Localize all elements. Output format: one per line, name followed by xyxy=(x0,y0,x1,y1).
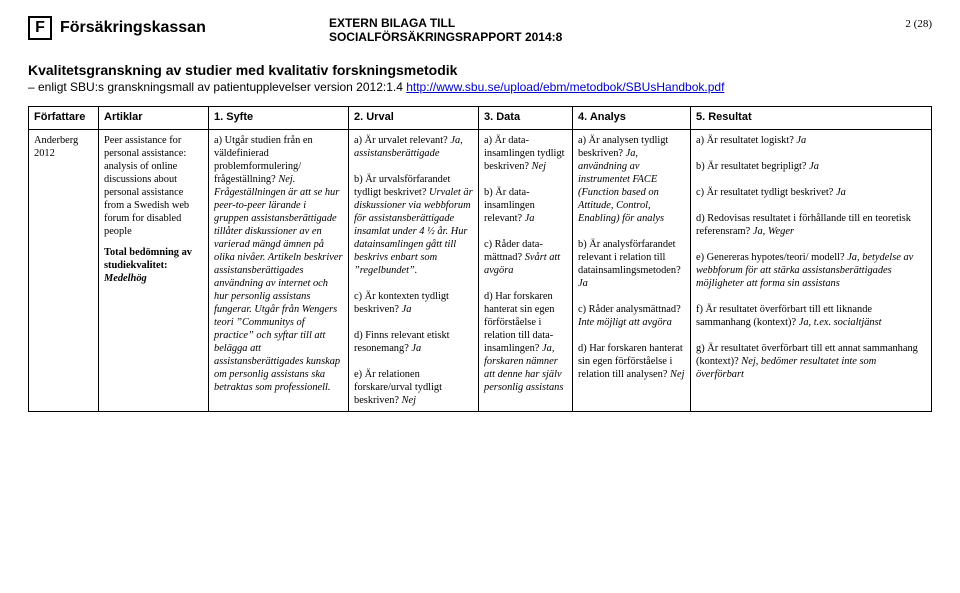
evaluation-table: Författare Artiklar 1. Syfte 2. Urval 3.… xyxy=(28,106,932,412)
article-title: Peer assistance for personal assistance:… xyxy=(104,134,203,238)
page-subtitle: – enligt SBU:s granskningsmall av patien… xyxy=(28,80,932,94)
cell-analys: a) Är analysen tydligt beskriven? Ja, an… xyxy=(573,129,691,411)
document-header: EXTERN BILAGA TILL SOCIALFÖRSÄKRINGSRAPP… xyxy=(329,16,562,44)
cell-data: a) Är data­insamlingen tydligt beskriven… xyxy=(479,129,573,411)
page-number: 2 (28) xyxy=(905,18,932,30)
quality-value: Medelhög xyxy=(104,273,147,284)
col-article: Artiklar xyxy=(99,107,209,130)
col-syfte: 1. Syfte xyxy=(209,107,349,130)
logo-text: Försäkringskassan xyxy=(60,19,206,37)
col-resultat: 5. Resultat xyxy=(691,107,932,130)
cell-syfte: a) Utgår studien från en väldefinierad p… xyxy=(209,129,349,411)
cell-author: Anderberg 2012 xyxy=(29,129,99,411)
col-urval: 2. Urval xyxy=(349,107,479,130)
handbook-link[interactable]: http://www.sbu.se/upload/ebm/metodbok/SB… xyxy=(406,80,724,94)
cell-article: Peer assistance for personal assistance:… xyxy=(99,129,209,411)
table-row: Anderberg 2012 Peer assistance for perso… xyxy=(29,129,932,411)
page: F Försäkringskassan EXTERN BILAGA TILL S… xyxy=(0,0,960,593)
col-author: Författare xyxy=(29,107,99,130)
col-analys: 4. Analys xyxy=(573,107,691,130)
table-header-row: Författare Artiklar 1. Syfte 2. Urval 3.… xyxy=(29,107,932,130)
title-block: Kvalitetsgranskning av studier med kvali… xyxy=(28,62,932,94)
cell-urval: a) Är urvalet relevant? Ja, assistans­be… xyxy=(349,129,479,411)
fk-logo-icon: F xyxy=(28,16,52,40)
col-data: 3. Data xyxy=(479,107,573,130)
doc-line-2: SOCIALFÖRSÄKRINGSRAPPORT 2014:8 xyxy=(329,30,562,44)
quality-label: Total bedömning av studiekvalitet: xyxy=(104,247,192,271)
doc-line-1: EXTERN BILAGA TILL xyxy=(329,16,562,30)
cell-resultat: a) Är resultatet logiskt? Jab) Är result… xyxy=(691,129,932,411)
logo-block: F Försäkringskassan xyxy=(28,16,206,40)
page-title: Kvalitetsgranskning av studier med kvali… xyxy=(28,62,932,78)
header-row: F Försäkringskassan EXTERN BILAGA TILL S… xyxy=(28,16,932,44)
subtitle-prefix: – enligt SBU:s granskningsmall av patien… xyxy=(28,80,406,94)
